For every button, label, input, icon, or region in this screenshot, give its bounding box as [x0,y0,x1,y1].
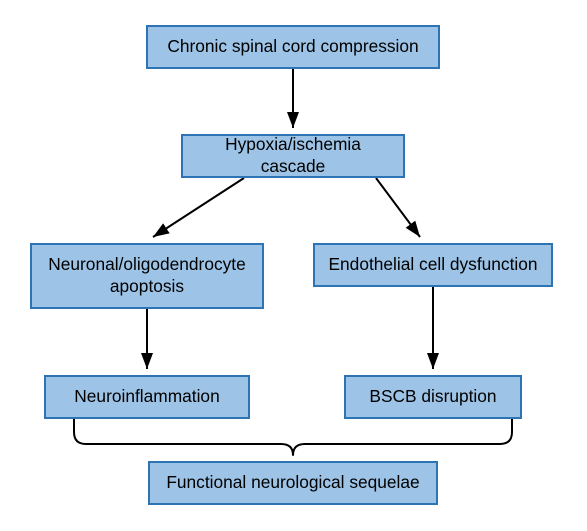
edge-brace [74,419,512,455]
flowchart-canvas: Chronic spinal cord compression Hypoxia/i… [0,0,587,531]
flowchart-node-label: Chronic spinal cord compression [167,36,418,58]
flowchart-node-label: BSCB disruption [369,386,496,408]
flowchart-node-label: Neuronal/oligodendrocyte apoptosis [48,254,245,297]
flowchart-node-n5: Neuroinflammation [44,375,250,419]
flowchart-node-label: Neuroinflammation [74,386,219,408]
flowchart-node-label: Hypoxia/ischemia cascade [191,134,395,177]
flowchart-node-n6: BSCB disruption [344,375,522,419]
edge-arrow [376,178,420,237]
flowchart-node-n1: Chronic spinal cord compression [146,25,440,69]
flowchart-node-label: Endothelial cell dysfunction [328,254,537,276]
flowchart-node-label: Functional neurological sequelae [166,472,419,494]
flowchart-node-n2: Hypoxia/ischemia cascade [181,134,405,178]
flowchart-node-n7: Functional neurological sequelae [148,461,438,505]
flowchart-node-n4: Endothelial cell dysfunction [313,243,553,287]
flowchart-node-n3: Neuronal/oligodendrocyte apoptosis [30,243,264,309]
edge-arrow [153,178,244,237]
